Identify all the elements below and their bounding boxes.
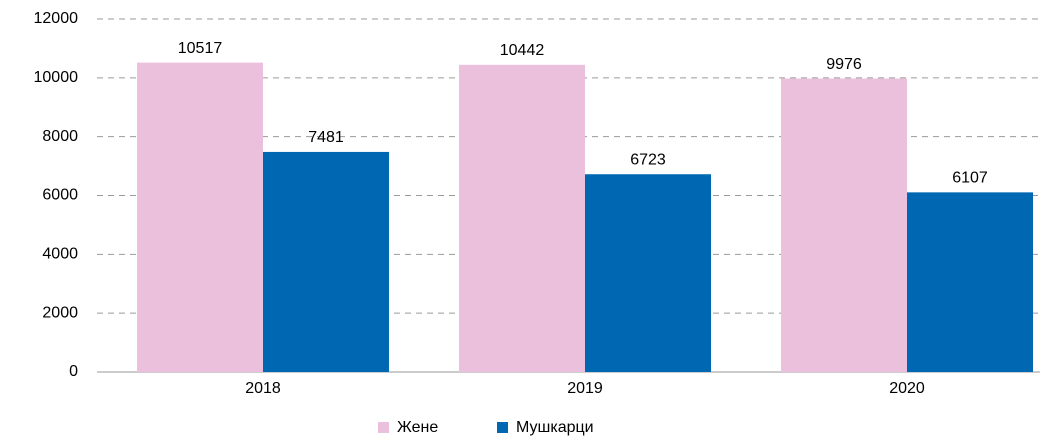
y-tick-label: 10000 (34, 69, 79, 86)
legend-label: Жене (397, 419, 438, 436)
value-label: 10442 (500, 42, 545, 59)
bar (781, 78, 907, 372)
x-tick-label: 2019 (567, 380, 603, 397)
bar (585, 174, 711, 372)
y-tick-label: 4000 (42, 246, 78, 263)
bar (907, 192, 1033, 372)
legend-swatch (497, 422, 508, 433)
y-tick-label: 6000 (42, 187, 78, 204)
bar (263, 151, 389, 372)
legend-label: Мушкарци (516, 419, 594, 436)
value-label: 9976 (826, 56, 862, 73)
y-tick-label: 12000 (34, 10, 79, 27)
bar (459, 64, 585, 372)
y-tick-label: 0 (69, 363, 78, 380)
value-label: 10517 (178, 40, 223, 57)
y-tick-label: 2000 (42, 304, 78, 321)
value-label: 7481 (308, 129, 344, 146)
value-label: 6107 (952, 170, 988, 187)
x-tick-label: 2018 (245, 380, 281, 397)
legend-swatch (378, 422, 389, 433)
x-tick-label: 2020 (889, 380, 925, 397)
bar (137, 62, 263, 373)
y-tick-label: 8000 (42, 128, 78, 145)
value-label: 6723 (630, 151, 666, 168)
